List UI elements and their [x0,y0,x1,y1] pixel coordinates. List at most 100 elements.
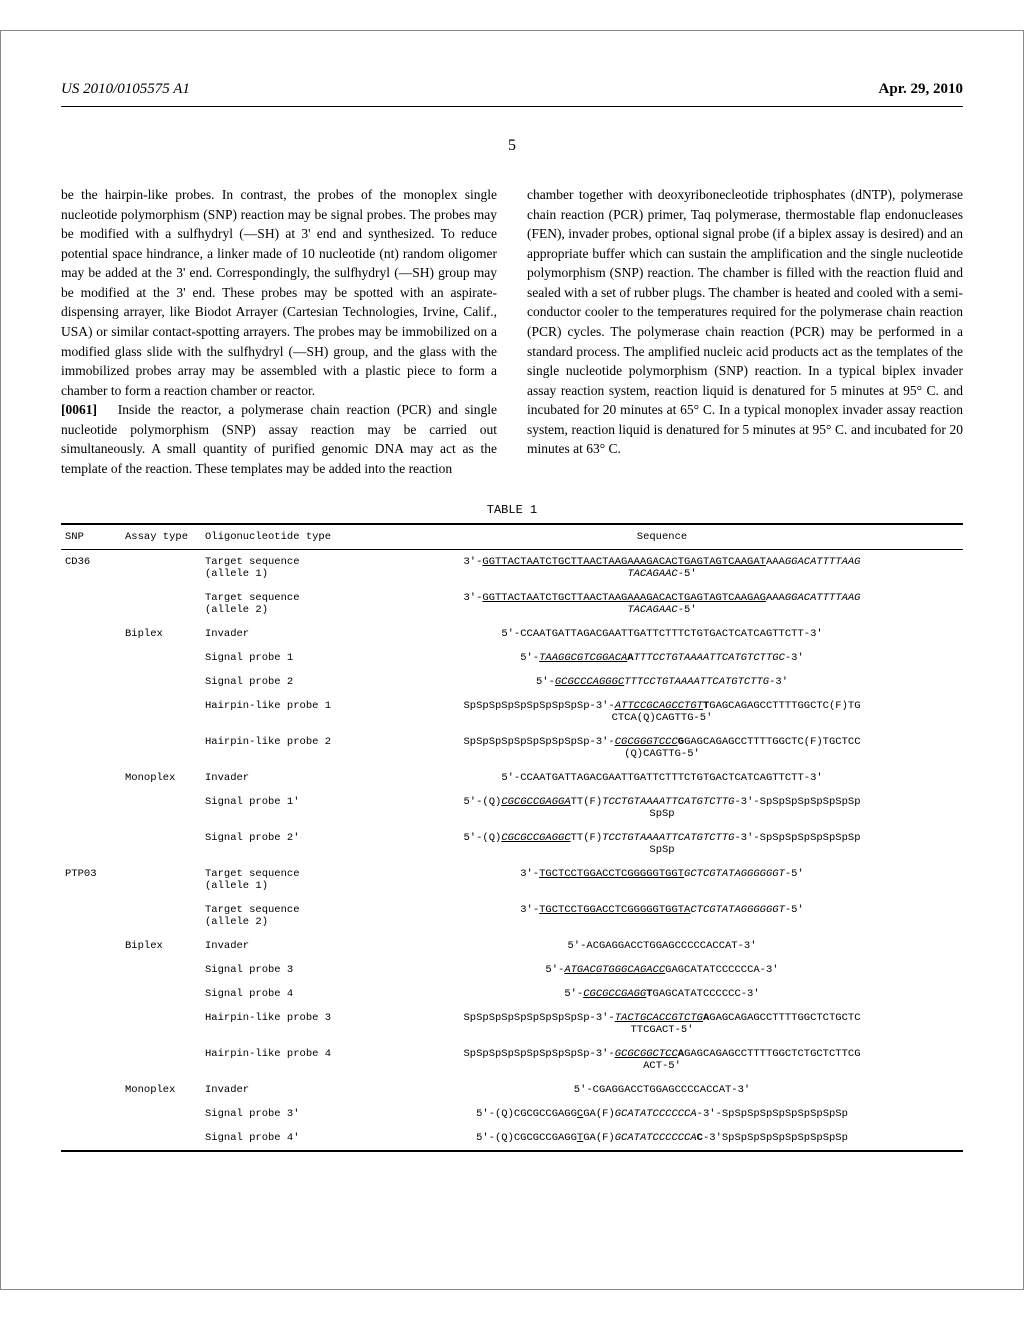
col-header-snp: SNP [61,524,121,550]
table-row: Signal probe 2 5'-GCGCCCAGGGCTTTCCTGTAAA… [61,670,963,694]
cell-seq: 5'-TAAGGCGTCGGACAATTTCCTGTAAAATTCATGTCTT… [361,646,963,670]
cell-seq: 3'-GGTTACTAATCTGCTTAACTAAGAAAGACACTGAGTA… [361,550,963,587]
cell-oligo: Signal probe 3 [201,958,361,982]
paragraph-number: [0061] [61,402,97,417]
cell-assay: Biplex [121,934,201,958]
cell-assay [121,898,201,934]
table-row: Hairpin-like probe 2 SpSpSpSpSpSpSpSpSpS… [61,730,963,766]
cell-oligo: Hairpin-like probe 2 [201,730,361,766]
cell-seq: 5'-CGCGCCGAGGTGAGCATATCCCCCC-3' [361,982,963,1006]
cell-assay [121,1126,201,1151]
table-row: Monoplex Invader 5'-CCAATGATTAGACGAATTGA… [61,766,963,790]
cell-assay: Monoplex [121,1078,201,1102]
patent-number: US 2010/0105575 A1 [61,81,190,98]
cell-snp [61,934,121,958]
cell-oligo: Signal probe 4 [201,982,361,1006]
cell-assay [121,694,201,730]
table-row: Target sequence(allele 2) 3'-GGTTACTAATC… [61,586,963,622]
cell-seq: 5'-ATGACGTGGGCAGACCGAGCATATCCCCCCA-3' [361,958,963,982]
cell-snp [61,982,121,1006]
cell-assay [121,730,201,766]
cell-snp [61,1006,121,1042]
body-columns: be the hairpin-like probes. In contrast,… [61,185,963,478]
cell-oligo: Invader [201,622,361,646]
cell-snp [61,1126,121,1151]
left-column: be the hairpin-like probes. In contrast,… [61,185,497,478]
table-row: Hairpin-like probe 3 SpSpSpSpSpSpSpSpSpS… [61,1006,963,1042]
cell-assay [121,790,201,826]
table-row: Hairpin-like probe 4 SpSpSpSpSpSpSpSpSpS… [61,1042,963,1078]
cell-oligo: Target sequence(allele 2) [201,898,361,934]
cell-assay [121,550,201,587]
cell-seq: 5'-(Q)CGCGCCGAGGATT(F)TCCTGTAAAATTCATGTC… [361,790,963,826]
cell-assay [121,646,201,670]
cell-snp [61,670,121,694]
table-row: Signal probe 2' 5'-(Q)CGCGCCGAGGCTT(F)TC… [61,826,963,862]
paragraph: [0061] Inside the reactor, a polymerase … [61,400,497,478]
cell-seq: 3'-GGTTACTAATCTGCTTAACTAAGAAAGACACTGAGTA… [361,586,963,622]
cell-oligo: Target sequence(allele 1) [201,550,361,587]
cell-seq: 3'-TGCTCCTGGACCTCGGGGGTGGTACTCGTATAGGGGG… [361,898,963,934]
cell-assay [121,1102,201,1126]
page-number: 5 [61,137,963,155]
cell-assay [121,1042,201,1078]
cell-oligo: Signal probe 2 [201,670,361,694]
table-row: Hairpin-like probe 1 SpSpSpSpSpSpSpSpSpS… [61,694,963,730]
col-header-oligo: Oligonucleotide type [201,524,361,550]
cell-oligo: Signal probe 1 [201,646,361,670]
right-column: chamber together with deoxyribonecleotid… [527,185,963,478]
paragraph: be the hairpin-like probes. In contrast,… [61,185,497,400]
cell-seq: 3'-TGCTCCTGGACCTCGGGGGTGGTGCTCGTATAGGGGG… [361,862,963,898]
cell-snp [61,1102,121,1126]
table-row: CD36 Target sequence(allele 1) 3'-GGTTAC… [61,550,963,587]
cell-assay [121,670,201,694]
sequence-table: SNP Assay type Oligonucleotide type Sequ… [61,523,963,1152]
table-row: Monoplex Invader 5'-CGAGGACCTGGAGCCCCACC… [61,1078,963,1102]
table-header-row: SNP Assay type Oligonucleotide type Sequ… [61,524,963,550]
cell-snp [61,898,121,934]
cell-assay [121,1006,201,1042]
table-row: PTP03 Target sequence(allele 1) 3'-TGCTC… [61,862,963,898]
cell-oligo: Signal probe 1' [201,790,361,826]
cell-oligo: Signal probe 3' [201,1102,361,1126]
cell-snp [61,826,121,862]
cell-snp: PTP03 [61,862,121,898]
cell-oligo: Invader [201,934,361,958]
cell-snp [61,622,121,646]
cell-assay: Biplex [121,622,201,646]
page-container: US 2010/0105575 A1 Apr. 29, 2010 5 be th… [0,30,1024,1290]
cell-seq: 5'-(Q)CGCGCCGAGGCGA(F)GCATATCCCCCCA-3'-S… [361,1102,963,1126]
cell-assay [121,982,201,1006]
cell-seq: 5'-ACGAGGACCTGGAGCCCCCACCAT-3' [361,934,963,958]
cell-seq: 5'-(Q)CGCGCCGAGGTGA(F)GCATATCCCCCCAC-3'S… [361,1126,963,1151]
header-divider [61,106,963,107]
cell-seq: SpSpSpSpSpSpSpSpSpSp-3'-GCGCGGCTCCAGAGCA… [361,1042,963,1078]
cell-seq: SpSpSpSpSpSpSpSpSpSp-3'-TACTGCACCGTCTGAG… [361,1006,963,1042]
page-header: US 2010/0105575 A1 Apr. 29, 2010 [61,81,963,98]
table-row: Signal probe 4 5'-CGCGCCGAGGTGAGCATATCCC… [61,982,963,1006]
cell-snp [61,1042,121,1078]
cell-oligo: Signal probe 2' [201,826,361,862]
cell-assay [121,586,201,622]
cell-snp [61,1078,121,1102]
cell-oligo: Target sequence(allele 1) [201,862,361,898]
cell-seq: SpSpSpSpSpSpSpSpSpSp-3'-ATTCCGCAGCCTGTTG… [361,694,963,730]
cell-oligo: Invader [201,766,361,790]
cell-oligo: Hairpin-like probe 1 [201,694,361,730]
cell-seq: 5'-GCGCCCAGGGCTTTCCTGTAAAATTCATGTCTTG-3' [361,670,963,694]
cell-assay [121,862,201,898]
cell-seq: 5'-CCAATGATTAGACGAATTGATTCTTTCTGTGACTCAT… [361,622,963,646]
cell-seq: 5'-CGAGGACCTGGAGCCCCACCAT-3' [361,1078,963,1102]
patent-date: Apr. 29, 2010 [879,81,963,98]
table-row: Signal probe 1 5'-TAAGGCGTCGGACAATTTCCTG… [61,646,963,670]
cell-assay [121,958,201,982]
paragraph-text: Inside the reactor, a polymerase chain r… [61,402,497,476]
cell-assay [121,826,201,862]
cell-snp: CD36 [61,550,121,587]
cell-seq: SpSpSpSpSpSpSpSpSpSp-3'-CGCGGGTCCCGGAGCA… [361,730,963,766]
table-row: Signal probe 4' 5'-(Q)CGCGCCGAGGTGA(F)GC… [61,1126,963,1151]
cell-oligo: Hairpin-like probe 4 [201,1042,361,1078]
paragraph: chamber together with deoxyribonecleotid… [527,185,963,459]
table-row: Signal probe 1' 5'-(Q)CGCGCCGAGGATT(F)TC… [61,790,963,826]
cell-snp [61,730,121,766]
